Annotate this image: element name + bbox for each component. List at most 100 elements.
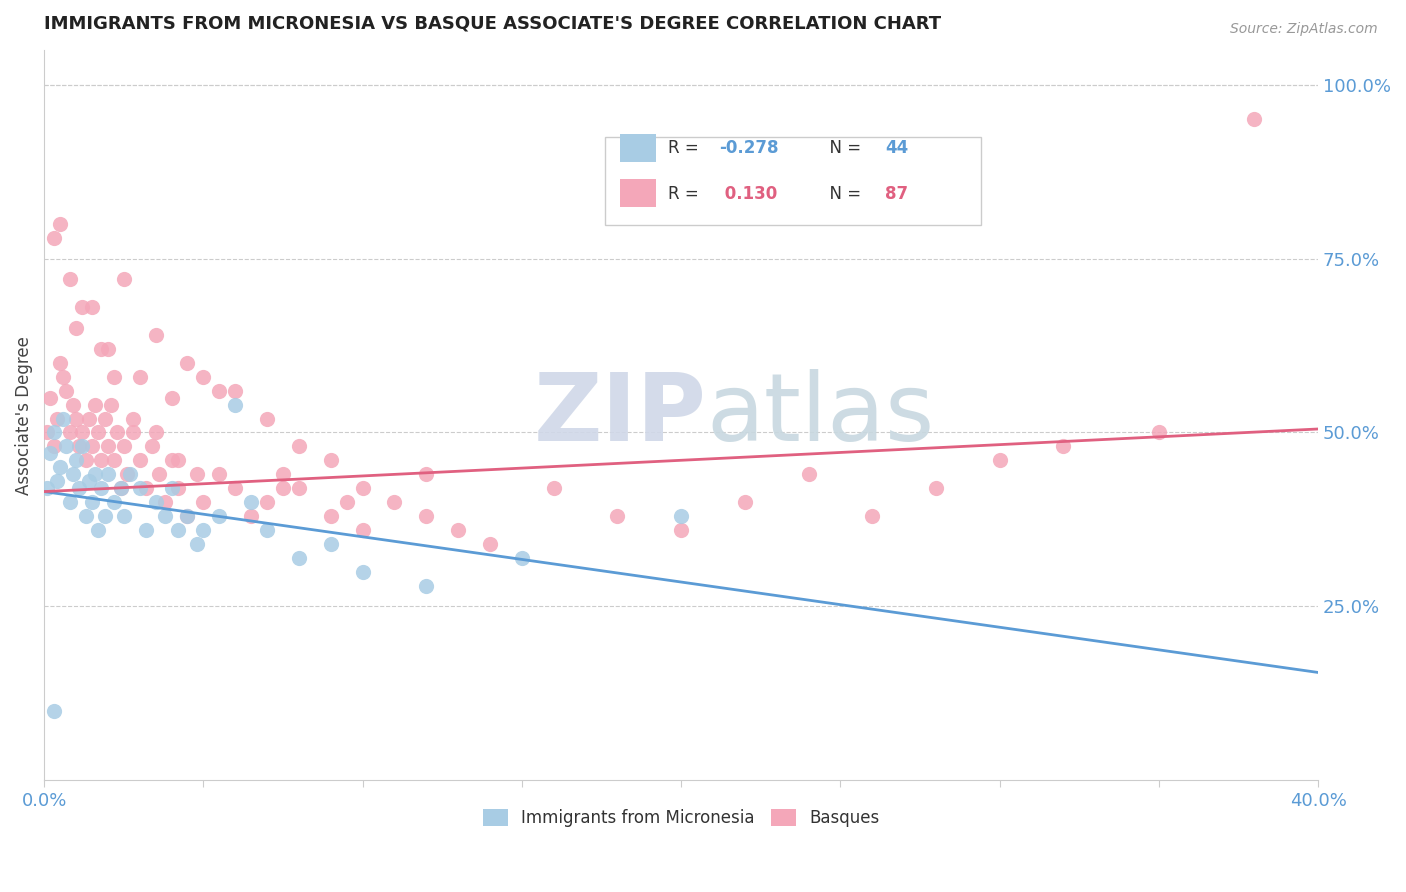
Point xyxy=(42,439,65,453)
Point xyxy=(93,508,115,523)
Point xyxy=(97,342,120,356)
FancyBboxPatch shape xyxy=(620,134,655,161)
Point xyxy=(160,453,183,467)
FancyBboxPatch shape xyxy=(605,137,980,225)
Point xyxy=(543,481,565,495)
Point xyxy=(128,453,150,467)
Point xyxy=(58,425,80,440)
Text: 0.130: 0.130 xyxy=(720,185,778,202)
Point xyxy=(167,481,190,495)
Text: atlas: atlas xyxy=(707,369,935,461)
Text: Source: ZipAtlas.com: Source: ZipAtlas.com xyxy=(1230,22,1378,37)
Point xyxy=(42,425,65,440)
Point xyxy=(65,321,87,335)
Point xyxy=(415,578,437,592)
Point xyxy=(271,467,294,482)
Point xyxy=(352,481,374,495)
Point xyxy=(49,356,72,370)
Point xyxy=(120,467,142,482)
Point xyxy=(447,523,470,537)
Point xyxy=(148,467,170,482)
Point xyxy=(415,467,437,482)
Point xyxy=(52,369,75,384)
Point xyxy=(72,425,94,440)
Point xyxy=(65,411,87,425)
Text: ZIP: ZIP xyxy=(534,369,707,461)
Y-axis label: Associate's Degree: Associate's Degree xyxy=(15,335,32,494)
Point xyxy=(80,439,103,453)
Point xyxy=(49,460,72,475)
Point xyxy=(72,300,94,314)
Point xyxy=(193,369,215,384)
Point xyxy=(65,453,87,467)
Point xyxy=(224,398,246,412)
Point xyxy=(145,495,167,509)
Point xyxy=(42,704,65,718)
Point xyxy=(39,391,62,405)
Point xyxy=(925,481,948,495)
Point xyxy=(87,523,110,537)
Point xyxy=(160,481,183,495)
Point xyxy=(384,495,406,509)
Text: N =: N = xyxy=(818,139,866,158)
Text: 87: 87 xyxy=(884,185,908,202)
Point xyxy=(352,565,374,579)
Point xyxy=(84,398,107,412)
Point xyxy=(336,495,359,509)
Point xyxy=(240,495,263,509)
Point xyxy=(176,508,198,523)
Point xyxy=(797,467,820,482)
Point xyxy=(75,508,97,523)
Point xyxy=(49,217,72,231)
Point xyxy=(103,453,125,467)
Point xyxy=(42,230,65,244)
Point xyxy=(97,439,120,453)
Point xyxy=(1243,112,1265,127)
Point xyxy=(135,523,157,537)
Point xyxy=(352,523,374,537)
Point xyxy=(415,508,437,523)
Point xyxy=(45,411,67,425)
Point xyxy=(186,467,208,482)
Point xyxy=(128,369,150,384)
Point xyxy=(80,495,103,509)
Point xyxy=(112,508,135,523)
Point xyxy=(39,446,62,460)
Point xyxy=(45,474,67,488)
Point xyxy=(988,453,1011,467)
Point xyxy=(153,495,176,509)
Point xyxy=(193,495,215,509)
Point xyxy=(734,495,756,509)
Point xyxy=(112,272,135,286)
Point xyxy=(510,550,533,565)
Point xyxy=(72,439,94,453)
Point xyxy=(90,481,112,495)
Point xyxy=(141,439,163,453)
Point xyxy=(103,369,125,384)
Point xyxy=(1052,439,1074,453)
Point xyxy=(208,508,231,523)
Point xyxy=(80,300,103,314)
Point xyxy=(1147,425,1170,440)
Point xyxy=(115,467,138,482)
Point xyxy=(100,398,122,412)
Point xyxy=(37,481,59,495)
Point xyxy=(62,467,84,482)
Point xyxy=(122,411,145,425)
Point xyxy=(55,384,77,398)
Text: R =: R = xyxy=(668,185,704,202)
Point xyxy=(135,481,157,495)
Point xyxy=(87,425,110,440)
Point xyxy=(90,453,112,467)
Text: R =: R = xyxy=(668,139,704,158)
Point xyxy=(112,439,135,453)
Point xyxy=(167,453,190,467)
Point xyxy=(75,453,97,467)
Point xyxy=(669,523,692,537)
Point xyxy=(110,481,132,495)
Point xyxy=(122,425,145,440)
Point xyxy=(288,439,311,453)
Point xyxy=(58,272,80,286)
Point xyxy=(319,508,342,523)
Point xyxy=(256,495,278,509)
